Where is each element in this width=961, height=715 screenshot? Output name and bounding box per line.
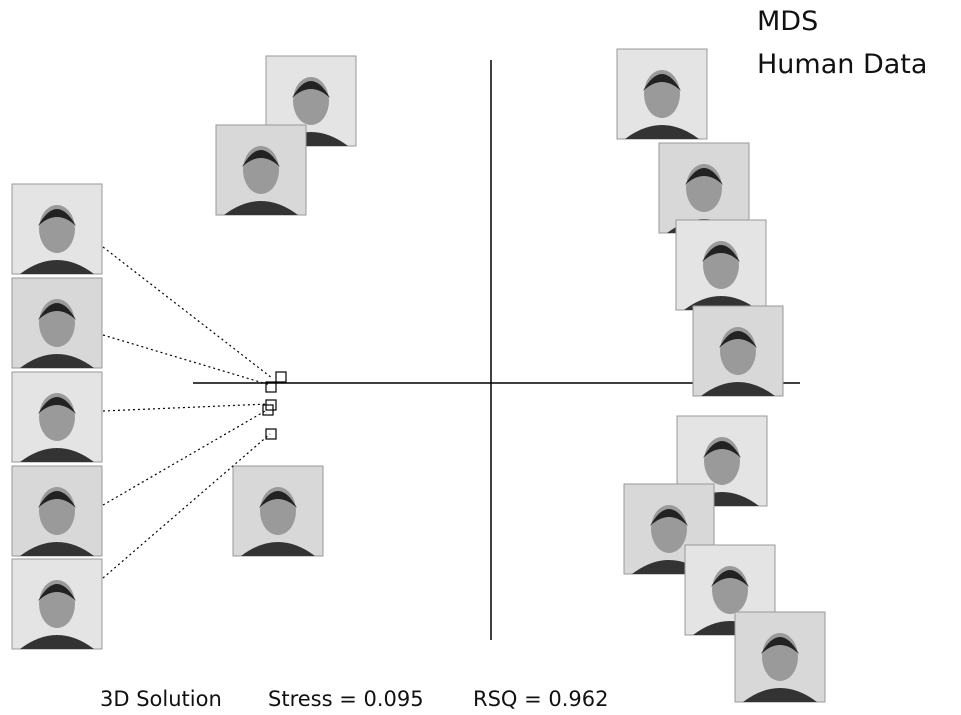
caption-solution: 3D Solution [100,687,222,711]
face-photo [693,306,783,396]
dotted-line [103,335,270,385]
face-photo [12,184,102,274]
face-photo [216,125,306,215]
mds-figure: MDS Human Data 3D Solution Stress = 0.09… [0,0,961,715]
face-photo [233,466,323,556]
face-photo [12,466,102,556]
face-photo [735,612,825,702]
face-photo [12,559,102,649]
caption-rsq: RSQ = 0.962 [473,687,609,711]
dotted-line [103,247,272,378]
face-photo [12,278,102,368]
title-line1: MDS [757,6,818,37]
face-photos [12,49,825,702]
point-marker [266,429,276,439]
point-marker [276,372,286,382]
face-photo [617,49,707,139]
caption-stress: Stress = 0.095 [268,687,424,711]
face-photo [12,372,102,462]
title-line2: Human Data [757,49,927,80]
dotted-line [103,404,268,411]
face-photo [676,220,766,310]
